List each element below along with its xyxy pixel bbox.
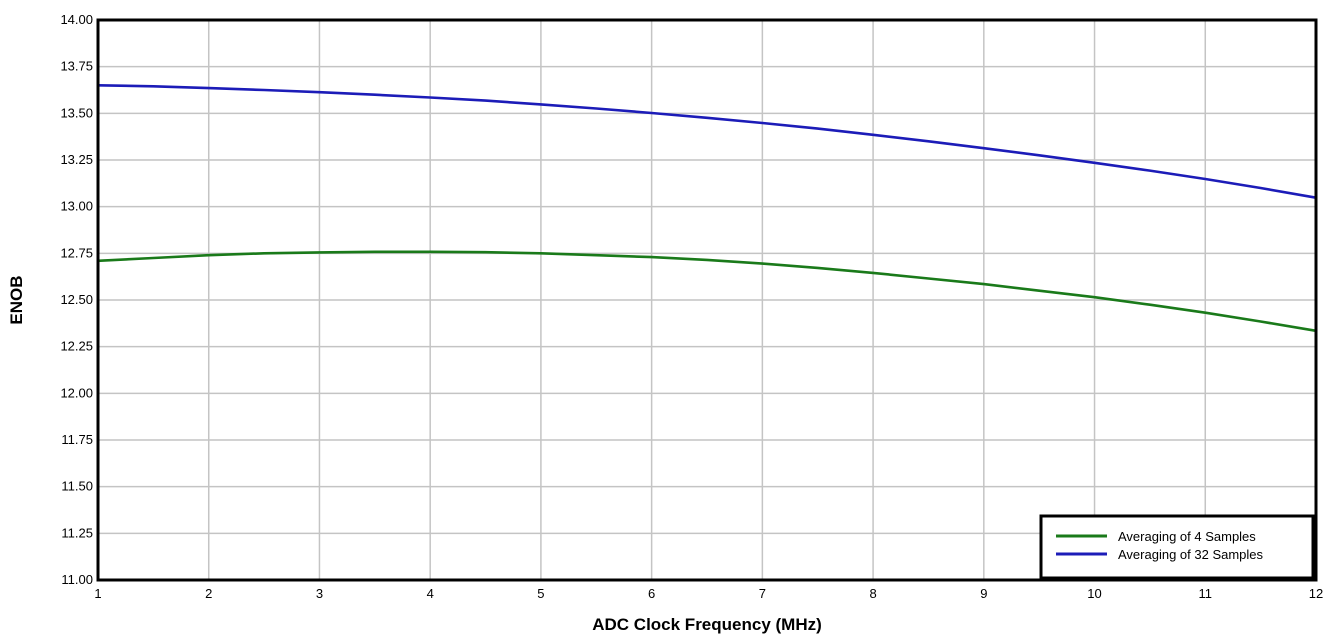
x-tick-label: 5	[537, 586, 544, 601]
y-tick-label: 11.50	[61, 479, 93, 494]
y-tick-label: 12.75	[60, 245, 93, 260]
x-tick-label: 1	[94, 586, 101, 601]
y-tick-label: 14.00	[60, 12, 93, 27]
y-tick-labels: 11.00 11.25 11.50 11.75 12.00 12.25 12.50 12.75…	[60, 12, 93, 587]
y-tick-label: 11.25	[61, 525, 93, 540]
x-axis-title: ADC Clock Frequency (MHz)	[592, 615, 822, 634]
legend: Averaging of 4 Samples Averaging of 32 S…	[1039, 514, 1315, 580]
x-tick-label: 8	[869, 586, 876, 601]
x-tick-label: 4	[427, 586, 434, 601]
y-tick-label: 13.25	[60, 152, 93, 167]
y-tick-label: 11.75	[61, 432, 93, 447]
grid-lines	[97, 19, 1317, 581]
y-tick-label: 12.25	[60, 339, 93, 354]
legend-entry: Averaging of 32 Samples	[1056, 547, 1264, 562]
y-tick-label: 11.00	[61, 572, 93, 587]
y-tick-label: 13.50	[60, 105, 93, 120]
plot-border	[96, 18, 1318, 582]
x-tick-label: 7	[759, 586, 766, 601]
x-tick-label: 6	[648, 586, 655, 601]
legend-label: Averaging of 4 Samples	[1118, 529, 1256, 544]
legend-entry: Averaging of 4 Samples	[1056, 529, 1256, 544]
legend-box	[1039, 514, 1315, 580]
legend-label: Averaging of 32 Samples	[1118, 547, 1264, 562]
x-tick-labels: 1 2 3 4 5 6 7 8 9 10 11 12	[94, 586, 1323, 601]
x-tick-label: 10	[1087, 586, 1101, 601]
x-tick-label: 11	[1199, 586, 1213, 601]
series-line	[96, 84, 1318, 199]
series-line	[96, 250, 1318, 333]
x-tick-label: 9	[980, 586, 987, 601]
y-tick-label: 13.00	[60, 199, 93, 214]
x-tick-label: 3	[316, 586, 323, 601]
x-tick-label: 2	[205, 586, 212, 601]
y-tick-label: 13.75	[60, 59, 93, 74]
data-series	[96, 84, 1318, 333]
y-tick-label: 12.50	[60, 292, 93, 307]
y-axis-title: ENOB	[7, 275, 26, 324]
y-tick-label: 12.00	[60, 385, 93, 400]
x-tick-label: 12	[1309, 586, 1323, 601]
